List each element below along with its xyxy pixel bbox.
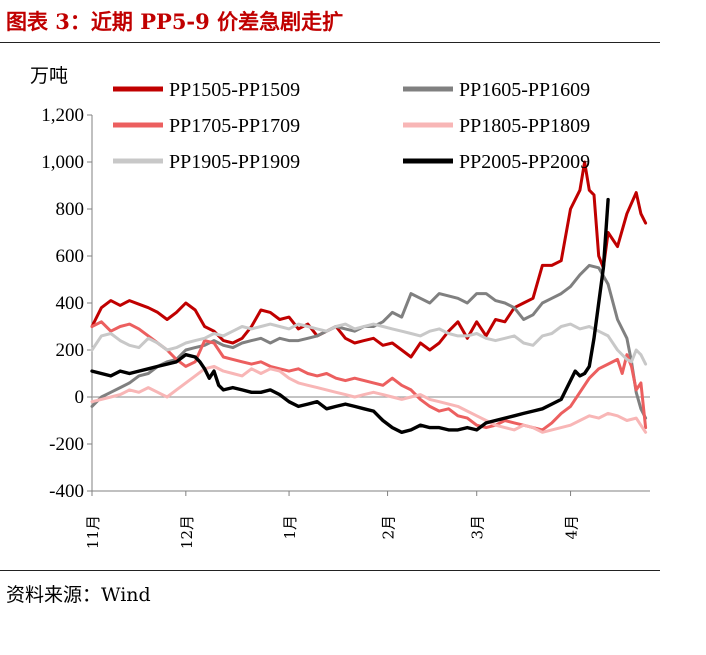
series-line-pp2005-pp2009: [90, 197, 610, 434]
y-tick-label: 0: [75, 387, 85, 408]
legend-label: PP1505-PP1509: [169, 79, 300, 101]
source-note: 资料来源：Wind: [6, 584, 151, 606]
legend-label: PP2005-PP2009: [459, 151, 590, 173]
y-unit-label: 万吨: [30, 65, 68, 87]
legend: PP1505-PP1509 PP1605-PP1609 PP1705-PP1709 P…: [113, 79, 590, 173]
x-tick-label: 3月: [469, 515, 487, 540]
x-axis-ticks: 11月 12月 1月 2月 3月 4月: [84, 491, 581, 549]
y-tick-label: 800: [56, 199, 85, 220]
y-tick-label: 200: [56, 340, 85, 361]
legend-label: PP1705-PP1709: [169, 115, 300, 137]
x-tick-label: 2月: [380, 515, 398, 540]
y-axis-ticks: -400 -200 0 200 400 600 800 1,000 1,200: [41, 105, 92, 502]
series-line-pp1705-pp1709: [90, 320, 648, 432]
top-rule: [0, 42, 660, 43]
x-tick-label: 12月: [178, 515, 196, 549]
y-tick-label: 400: [56, 293, 85, 314]
series-line-pp1505-pp1509: [90, 160, 648, 359]
y-tick-label: 1,000: [41, 152, 84, 173]
x-tick-label: 1月: [281, 515, 299, 540]
legend-label: PP1905-PP1909: [169, 151, 300, 173]
line-chart: 万吨 -400 -200 0 200 400 600 800 1,000 1,200 11月 12…: [30, 65, 650, 549]
x-tick-label: 4月: [563, 515, 581, 540]
chart-title: 图表 3：近期 PP5-9 价差急剧走扩: [6, 9, 344, 34]
y-tick-label: 1,200: [41, 105, 84, 126]
legend-label: PP1805-PP1809: [459, 115, 590, 137]
series-line-pp1905-pp1909: [90, 322, 648, 366]
x-tick-label: 11月: [84, 515, 102, 549]
series-line-pp1805-pp1809: [90, 364, 648, 434]
y-tick-label: 600: [56, 246, 85, 267]
y-tick-label: -200: [49, 434, 84, 455]
series-lines: [90, 160, 648, 434]
legend-label: PP1605-PP1609: [459, 79, 590, 101]
y-tick-label: -400: [49, 481, 84, 502]
bottom-rule: [0, 570, 660, 571]
